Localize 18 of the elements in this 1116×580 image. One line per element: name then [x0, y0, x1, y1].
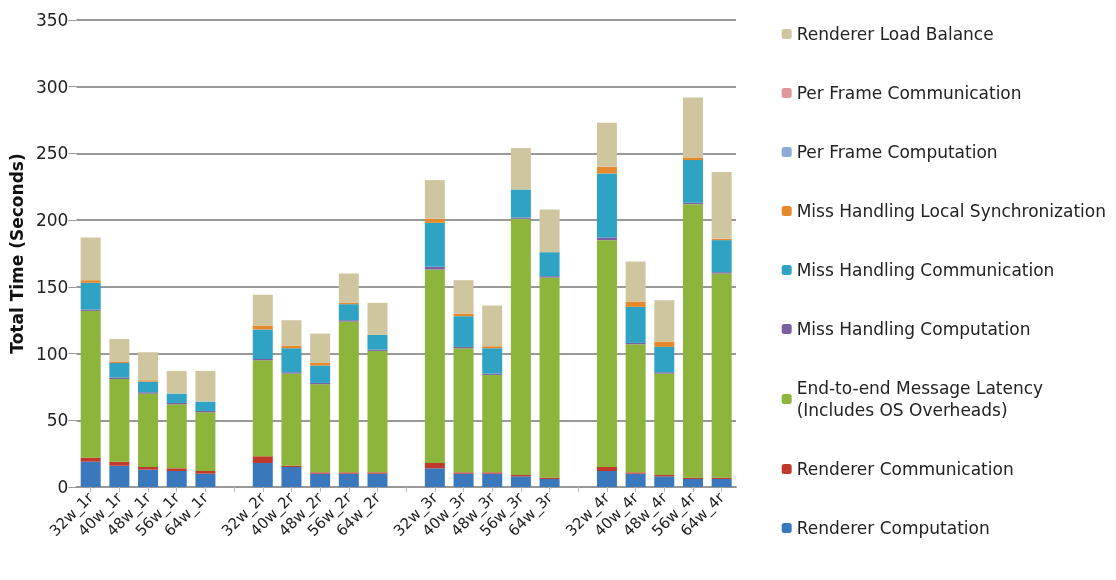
legend-label: Miss Handling Communication [796, 260, 1055, 280]
y-tick-label: 0 [57, 477, 69, 497]
y-tick-label: 150 [35, 276, 69, 297]
legend-label: Per Frame Computation [796, 142, 998, 162]
legend-label: Per Frame Communication [796, 83, 1022, 103]
legend-label: Renderer Load Balance [796, 24, 994, 44]
legend-label: Renderer Computation [796, 518, 990, 538]
y-tick-label: 250 [35, 143, 69, 164]
legend-label: Miss Handling Local Synchronization [796, 201, 1107, 221]
y-tick-label: 100 [35, 343, 69, 364]
legend-label: Miss Handling Computation [796, 319, 1031, 339]
y-tick-label: 350 [35, 10, 69, 30]
legend-label: Renderer Communication [796, 459, 1014, 479]
y-axis-title: Total Time (Seconds) [6, 153, 27, 354]
legend-label: End-to-end Message Latency (Includes OS Overheads) [796, 378, 1044, 420]
y-tick-label: 50 [46, 410, 69, 431]
y-tick-label: 300 [35, 76, 69, 97]
y-tick-label: 200 [35, 210, 69, 231]
